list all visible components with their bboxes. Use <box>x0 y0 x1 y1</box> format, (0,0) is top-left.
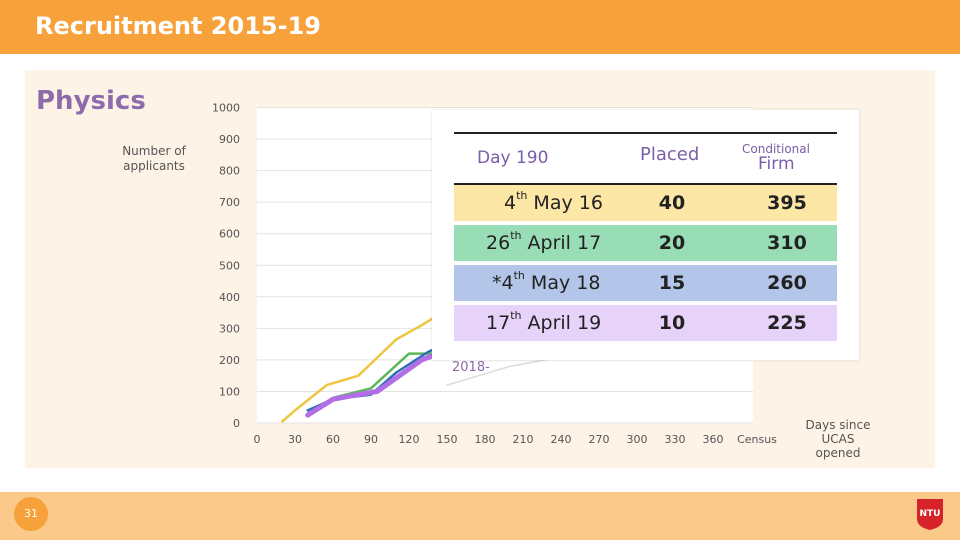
row-firm: 225 <box>767 312 807 334</box>
ntu-logo-icon: NTU <box>917 499 943 530</box>
row-firm: 310 <box>767 232 807 254</box>
y-tick-label: 1000 <box>212 102 240 115</box>
row-placed: 10 <box>658 312 686 334</box>
y-tick-label: 900 <box>219 133 240 146</box>
row-placed: 20 <box>658 232 686 254</box>
table-row: 4th May 16 40 395 <box>454 185 837 221</box>
y-tick-label: 700 <box>219 196 240 209</box>
x-tick-label: 270 <box>589 433 610 446</box>
y-tick-label: 800 <box>219 165 240 178</box>
row-date: 26th April 17 <box>486 229 602 254</box>
x-tick-label: 60 <box>326 433 340 446</box>
table-top-rule <box>454 132 837 134</box>
row-firm: 395 <box>767 192 807 214</box>
y-tick-label: 500 <box>219 259 240 272</box>
table-row: 26th April 17 20 310 <box>454 225 837 261</box>
x-tick-label: 30 <box>288 433 302 446</box>
x-tick-label: 360 <box>703 433 724 446</box>
x-tick-label: 330 <box>665 433 686 446</box>
svg-text:NTU: NTU <box>920 509 941 519</box>
x-tick-label: Census <box>737 433 777 446</box>
row-date: 4th May 16 <box>504 189 603 214</box>
subject-title: Physics <box>36 86 146 116</box>
y-tick-label: 0 <box>233 417 240 430</box>
x-tick-label: 210 <box>513 433 534 446</box>
x-tick-label: 0 <box>254 433 261 446</box>
row-date: *4th May 18 <box>492 269 601 294</box>
row-firm: 260 <box>767 272 807 294</box>
day-190-table: Day 190 Placed Conditional Firm 4th May … <box>432 110 859 360</box>
table-header-rule <box>454 183 837 185</box>
row-placed: 40 <box>658 192 686 214</box>
x-axis-label: Days since UCAS opened <box>805 418 871 460</box>
slide-title: Recruitment 2015-19 <box>35 12 321 40</box>
table-row: 17th April 19 10 225 <box>454 305 837 341</box>
row-placed: 15 <box>658 272 686 294</box>
x-tick-label: 300 <box>627 433 648 446</box>
x-tick-label: 120 <box>399 433 420 446</box>
header-day: Day 190 <box>477 148 549 168</box>
y-axis-label: Number of applicants <box>122 144 186 173</box>
page-number: 31 <box>14 497 48 531</box>
x-tick-label: 240 <box>551 433 572 446</box>
y-tick-label: 400 <box>219 291 240 304</box>
x-tick-label: 150 <box>437 433 458 446</box>
footer-bar <box>0 492 960 540</box>
header-conditional: Conditional <box>742 142 810 156</box>
x-tick-label: 90 <box>364 433 378 446</box>
y-tick-label: 600 <box>219 228 240 241</box>
y-tick-label: 300 <box>219 322 240 335</box>
x-tick-label: 180 <box>475 433 496 446</box>
y-tick-label: 100 <box>219 385 240 398</box>
chart-annotation: 2018- <box>452 360 490 375</box>
header-bar: Recruitment 2015-19 <box>0 0 960 54</box>
y-tick-label: 200 <box>219 354 240 367</box>
table-row: *4th May 18 15 260 <box>454 265 837 301</box>
header-firm: Firm <box>758 154 795 174</box>
header-placed: Placed <box>640 144 700 165</box>
row-date: 17th April 19 <box>486 309 602 334</box>
